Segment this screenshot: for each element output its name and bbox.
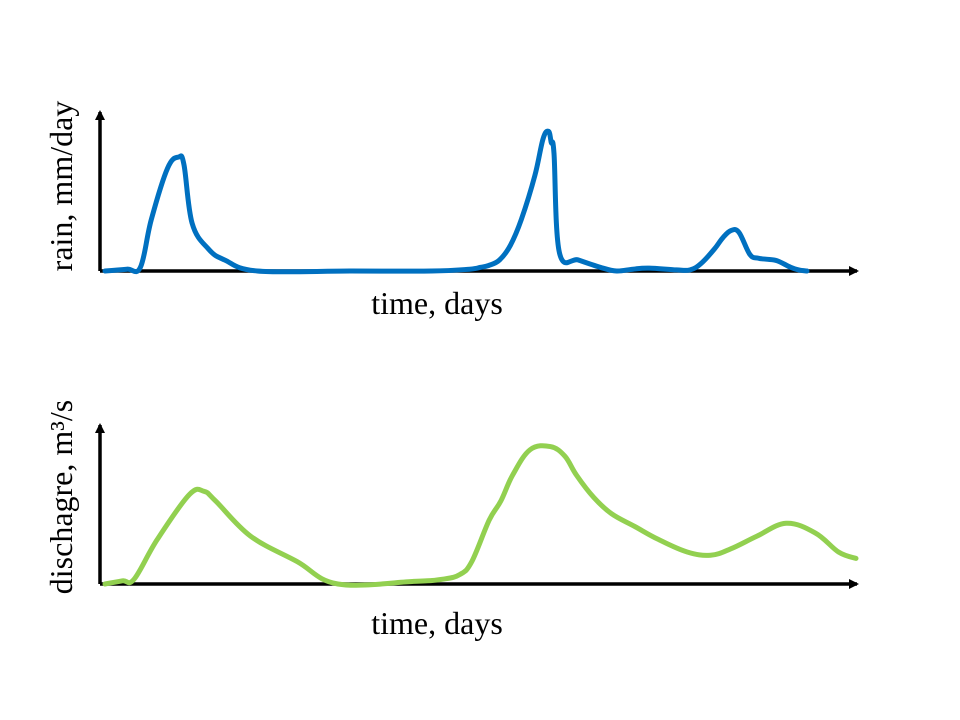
discharge-chart: time, days dischagre, m³/s	[43, 400, 859, 641]
rain-y-axis-title: rain, mm/day	[43, 101, 79, 272]
discharge-x-axis-title: time, days	[371, 605, 503, 641]
rain-x-axis-title: time, days	[371, 285, 503, 321]
discharge-series-line	[102, 443, 859, 588]
discharge-y-axis-title: dischagre, m³/s	[43, 400, 79, 594]
rain-series-line	[102, 128, 810, 275]
rain-chart: time, days rain, mm/day	[43, 101, 859, 321]
